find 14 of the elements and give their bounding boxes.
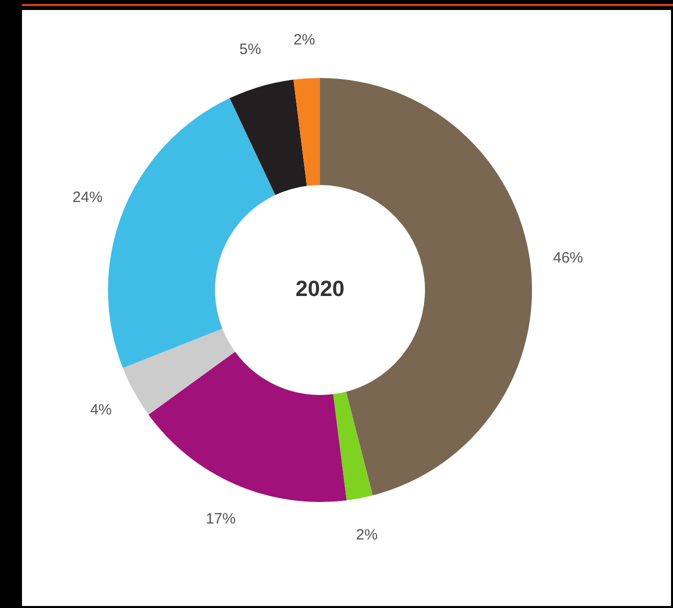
data-label: 2% xyxy=(293,31,316,48)
data-label: 17% xyxy=(206,510,236,528)
donut-slice xyxy=(230,80,307,195)
data-label: 24% xyxy=(72,188,103,206)
data-label: 2% xyxy=(356,526,378,544)
donut-slice xyxy=(122,328,236,415)
data-label: 5% xyxy=(239,40,262,58)
data-label: 4% xyxy=(90,401,112,418)
donut-slice xyxy=(333,392,373,500)
donut-slice xyxy=(148,352,347,502)
data-label: 46% xyxy=(553,250,584,267)
donut-slice xyxy=(108,98,276,368)
donut-slice xyxy=(293,78,320,186)
text: 2020 xyxy=(296,276,344,301)
